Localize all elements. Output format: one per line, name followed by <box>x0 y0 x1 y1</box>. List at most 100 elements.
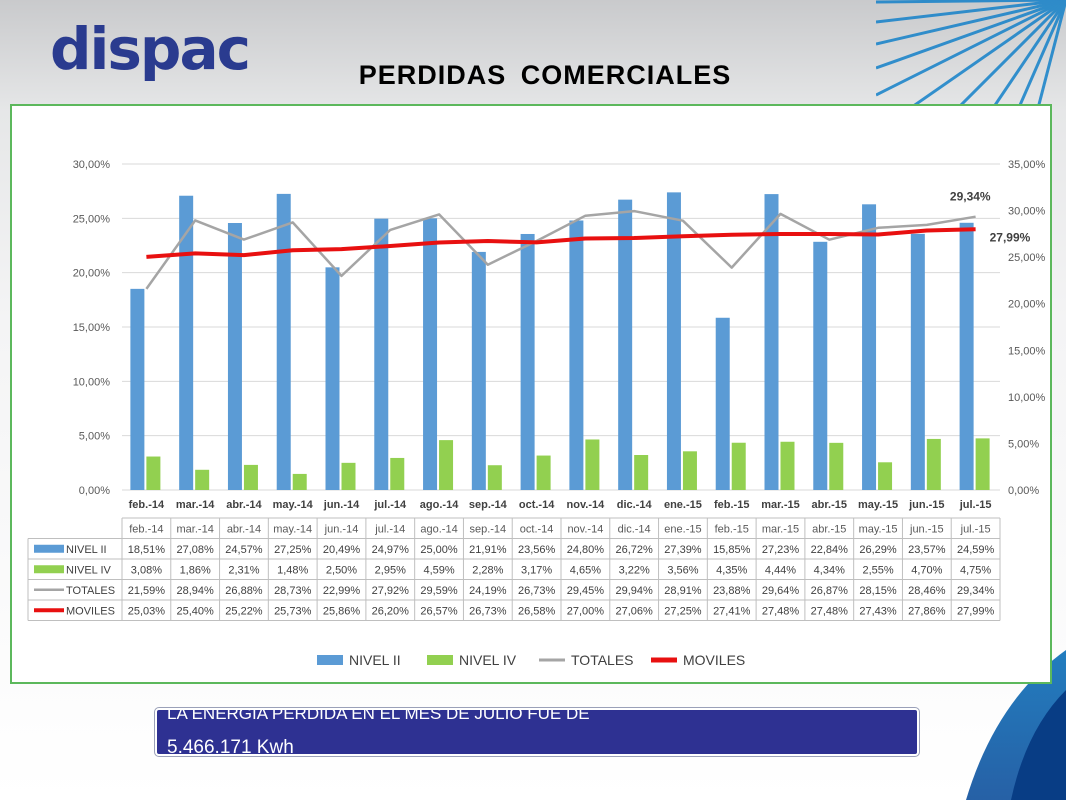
table-value-cell: 4,70% <box>911 564 942 576</box>
bar-nivel-iv <box>780 441 795 490</box>
x-tick-label: sep.-14 <box>469 499 508 511</box>
bar-nivel-iv <box>536 455 551 490</box>
table-value-cell: 29,94% <box>616 585 654 597</box>
y-left-tick-label: 25,00% <box>73 213 111 225</box>
bar-nivel-ii <box>618 199 633 490</box>
table-value-cell: 26,73% <box>518 585 556 597</box>
table-value-cell: 26,29% <box>859 544 897 556</box>
table-value-cell: 24,57% <box>225 544 263 556</box>
bar-nivel-ii <box>471 251 486 490</box>
table-value-cell: 26,57% <box>420 605 458 617</box>
table-value-cell: 27,06% <box>616 605 654 617</box>
table-value-cell: 25,86% <box>323 605 361 617</box>
table-value-cell: 29,34% <box>957 585 995 597</box>
bar-nivel-iv <box>926 438 941 490</box>
table-header-cell: mar.-14 <box>177 524 214 536</box>
bar-nivel-ii <box>764 194 779 490</box>
x-tick-label: oct.-14 <box>519 499 555 511</box>
table-value-cell: 4,75% <box>960 564 991 576</box>
table-value-cell: 29,64% <box>762 585 800 597</box>
table-header-cell: abr.-14 <box>227 524 261 536</box>
table-value-cell: 26,72% <box>616 544 654 556</box>
bar-nivel-iv <box>731 442 746 490</box>
chart-panel: 0,00% 5,00% 10,00% 15,00% 20,00% 25,00% 30,00%… <box>10 104 1052 684</box>
table-value-cell: 29,59% <box>420 585 458 597</box>
table-value-cell: 27,25% <box>664 605 702 617</box>
table-value-cell: 15,85% <box>713 544 751 556</box>
combo-chart: 0,00% 5,00% 10,00% 15,00% 20,00% 25,00% 30,00%… <box>27 159 1046 668</box>
x-tick-label: ene.-15 <box>664 499 702 511</box>
table-value-cell: 27,23% <box>762 544 800 556</box>
energy-value: 5.466.171 Kwh <box>167 737 294 756</box>
table-header-cell: mar.-15 <box>762 524 799 536</box>
legend-label: TOTALES <box>571 652 634 668</box>
bar-nivel-iv <box>878 462 893 490</box>
table-value-cell: 23,88% <box>713 585 751 597</box>
bar-nivel-iv <box>390 457 405 490</box>
table-value-cell: 28,91% <box>664 585 702 597</box>
x-tick-label: abr.-15 <box>812 499 847 511</box>
y-left-tick-label: 15,00% <box>73 322 111 334</box>
bar-nivel-ii <box>325 267 340 490</box>
table-value-cell: 27,86% <box>908 605 946 617</box>
x-tick-label: mar.-15 <box>761 499 800 511</box>
table-value-cell: 2,50% <box>326 564 357 576</box>
table-series-name: MOVILES <box>66 605 115 617</box>
x-tick-label: abr.-14 <box>226 499 262 511</box>
table-value-cell: 4,44% <box>765 564 796 576</box>
y-right-tick-label: 10,00% <box>1008 392 1046 404</box>
x-tick-label: jul.-15 <box>959 499 992 511</box>
table-value-cell: 26,87% <box>811 585 849 597</box>
table-value-cell: 28,73% <box>274 585 312 597</box>
y-right-tick-label: 30,00% <box>1008 206 1046 218</box>
y-right-tick-label: 35,00% <box>1008 159 1046 171</box>
info-text-line: LA ENERGIA PERDIDA EN EL MES DE JULIO FU… <box>167 708 590 723</box>
data-label-totales: 29,34% <box>950 190 991 204</box>
table-header-cell: feb.-14 <box>129 524 163 536</box>
table-value-cell: 24,59% <box>957 544 995 556</box>
table-value-cell: 4,65% <box>570 564 601 576</box>
table-value-cell: 24,97% <box>372 544 410 556</box>
table-header-cell: may.-14 <box>273 524 312 536</box>
legend-key-nivel-ii <box>317 655 343 665</box>
table-value-cell: 27,39% <box>664 544 702 556</box>
table-value-cell: 26,73% <box>469 605 507 617</box>
table-value-cell: 25,22% <box>225 605 263 617</box>
bar-nivel-iv <box>682 451 697 490</box>
x-tick-label: jun.-15 <box>908 499 944 511</box>
bar-nivel-iv <box>243 464 258 490</box>
table-header-cell: ene.-15 <box>664 524 701 536</box>
table-value-cell: 21,91% <box>469 544 507 556</box>
y-left-tick-label: 5,00% <box>79 431 110 443</box>
table-header-cell: feb.-15 <box>715 524 749 536</box>
table-value-cell: 27,99% <box>957 605 995 617</box>
table-value-cell: 1,86% <box>180 564 211 576</box>
bar-nivel-iv <box>487 465 502 490</box>
bar-nivel-iv <box>146 456 161 490</box>
y-right-tick-label: 5,00% <box>1008 438 1039 450</box>
table-value-cell: 24,80% <box>567 544 605 556</box>
table-header-cell: jul.-15 <box>960 524 991 536</box>
table-value-cell: 27,41% <box>713 605 751 617</box>
bar-nivel-ii <box>227 223 242 491</box>
energy-loss-info-box: LA ENERGIA PERDIDA EN EL MES DE JULIO FU… <box>155 708 919 756</box>
table-value-cell: 27,43% <box>859 605 897 617</box>
x-tick-label: jul.-14 <box>373 499 407 511</box>
table-series-name: NIVEL IV <box>66 564 111 576</box>
table-value-cell: 29,45% <box>567 585 605 597</box>
bar-nivel-ii <box>130 288 145 490</box>
table-value-cell: 27,48% <box>811 605 849 617</box>
table-value-cell: 27,08% <box>177 544 215 556</box>
table-value-cell: 3,22% <box>619 564 650 576</box>
logo-wordmark: dispac <box>50 15 251 83</box>
table-value-cell: 26,20% <box>372 605 410 617</box>
table-value-cell: 25,73% <box>274 605 312 617</box>
table-header-cell: oct.-14 <box>520 524 554 536</box>
table-value-cell: 26,88% <box>225 585 263 597</box>
bar-nivel-iv <box>634 455 649 490</box>
table-value-cell: 20,49% <box>323 544 361 556</box>
y-right-tick-label: 25,00% <box>1008 252 1046 264</box>
line-moviles <box>146 227 976 259</box>
table-header-cell: nov.-14 <box>567 524 603 536</box>
legend-key-nivel-iv <box>427 655 453 665</box>
